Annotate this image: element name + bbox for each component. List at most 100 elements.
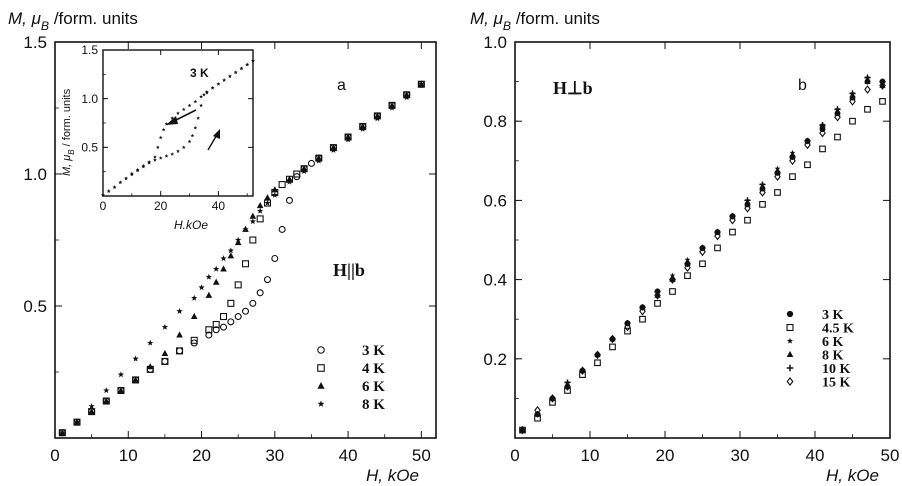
panel-a-point [359,125,366,132]
inset-point [118,180,123,184]
panel-a-point [205,273,212,280]
panel-b-point [864,105,871,113]
panel-b-point [744,216,751,224]
panel-b-point [849,97,856,106]
panel-a-point [132,355,139,362]
inset-point [196,116,201,120]
panel-b-point [624,327,631,335]
panel-b-legend-marker [786,350,794,357]
inset-ytick-label: 1.5 [81,43,98,57]
panel-a-point [286,178,293,185]
panel-a-ylabel: M, μB /form. units [8,9,138,33]
panel-b-point [609,334,616,344]
panel-a-point [212,320,220,329]
panel-a-point [227,299,235,307]
panel-a-point [176,347,184,355]
panel-a-point [176,331,183,338]
panel-a-point [249,212,257,219]
inset-point [193,125,198,130]
panel-b-point [549,394,556,403]
panel-a-point [271,254,279,263]
panel-a-point [227,252,235,259]
panel-b-point [864,85,871,94]
panel-b-legend-label: 4.5 K [822,322,854,337]
panel-a-point [190,312,198,320]
panel-b-ylabel: M, μB /form. units [470,9,600,33]
panel-a-point [315,157,322,164]
panel-b-point [684,272,691,279]
panel-b-point [654,291,661,300]
panel-b-ylabel-suffix: /form. units [511,9,600,28]
panel-a-legend-label: 3 K [362,343,385,359]
inset-point [228,74,232,78]
panel-b-xlabel: H, kOe [826,466,879,485]
panel-b-legend-label: 10 K [822,362,851,377]
panel-a-point [257,207,264,214]
panel-a-point [205,326,213,334]
panel-b-point [669,288,676,295]
panel-b-point [624,322,631,332]
inset-point [187,139,192,144]
panel-a-xlabel: H, kOe [366,466,419,485]
inset-point [187,103,192,108]
inset-ylabel-prefix: M, μ [61,155,73,176]
panel-b-point [759,188,766,197]
panel-b-point [654,300,661,307]
panel-a-point [278,181,286,189]
panel-b-point [699,260,706,268]
panel-a-point [190,336,198,344]
panel-a-point [234,239,242,246]
inset-series-1 [101,58,255,197]
panel-b-legend-label: 15 K [822,376,851,391]
inset-point [158,135,163,140]
inset-point [181,107,186,111]
inset-point [176,111,180,115]
inset-frame [102,49,254,197]
panel-a-legend-marker [317,364,325,372]
panel-a-point [88,407,95,415]
panel-a-point [117,371,125,378]
panel-a-point [205,331,213,339]
panel-a-point [249,299,257,307]
panel-a-point [285,196,293,204]
panel-a-point [102,397,110,404]
inset-point [181,145,186,149]
panel-a-series-3 [59,80,425,436]
panel-a-ylabel-sub: B [41,19,49,33]
inset-point [101,193,105,197]
inset-point [199,94,203,99]
panel-b-point [684,263,691,273]
panel-a-ylabel-prefix: M, μ [8,9,42,28]
panel-a-point [227,247,234,254]
panel-b-point [774,189,781,196]
panel-b-legend-marker [786,376,794,387]
panel-b-point [594,359,601,367]
panel-a-xtick-label: 40 [339,446,358,465]
inset-point [202,92,206,97]
inset-point [199,103,203,108]
panel-b-xtick-label: 40 [806,446,825,465]
inset-point [135,167,140,172]
panel-b-ytick-label: 0.8 [483,112,507,131]
panel-b-point [879,98,886,105]
panel-a-point [234,313,242,321]
panel-b-point [534,405,541,415]
panel-a-xtick-label: 50 [412,446,431,465]
inset-xtick-label: 20 [154,199,168,213]
panel-b-point [819,145,826,153]
panel-b-letter: b [798,77,807,94]
inset-title: 3 K [190,66,209,80]
panel-a-point [213,265,220,272]
inset-ylabel: M, μB / form. units [61,88,76,176]
panel-b-point [849,94,856,100]
panel-a-legend-marker [317,346,325,354]
inset-point [129,171,134,176]
inset-point [176,149,180,153]
panel-b-legend-marker [786,310,794,318]
inset-point [251,58,255,63]
panel-b-series-5 [519,81,886,435]
panel-b-xtick-label: 50 [881,446,900,465]
inset-series-0 [101,58,255,197]
inset-point [170,116,175,120]
panel-b-ytick-label: 1.0 [483,33,507,52]
